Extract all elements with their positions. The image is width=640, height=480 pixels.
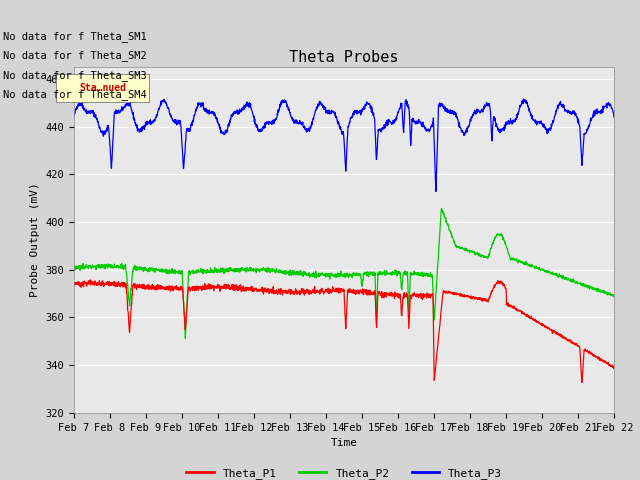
Theta_P3 xyxy=(496,128,504,133)
Theta_P3 xyxy=(97,129,105,134)
Theta_P3 xyxy=(70,114,77,120)
Theta_P2 xyxy=(333,272,340,277)
Theta_P1 xyxy=(70,283,77,288)
Theta_P2 xyxy=(182,336,189,341)
Text: No data for f Theta_SM3: No data for f Theta_SM3 xyxy=(3,70,147,81)
Theta_P2 xyxy=(97,263,105,269)
Title: Theta Probes: Theta Probes xyxy=(289,49,399,65)
Legend: Theta_P1, Theta_P2, Theta_P3: Theta_P1, Theta_P2, Theta_P3 xyxy=(181,464,507,480)
Theta_P2 xyxy=(319,272,326,277)
Theta_P2 xyxy=(438,205,445,211)
X-axis label: Time: Time xyxy=(330,438,358,448)
Theta_P1 xyxy=(611,364,618,370)
Theta_P1 xyxy=(496,279,504,285)
Theta_P2 xyxy=(595,288,603,293)
Text: No data for f Theta_SM1: No data for f Theta_SM1 xyxy=(3,31,147,42)
Theta_P1 xyxy=(87,277,95,283)
Line: Theta_P2: Theta_P2 xyxy=(74,208,614,338)
Line: Theta_P1: Theta_P1 xyxy=(74,280,614,383)
Theta_P1 xyxy=(98,282,106,288)
Theta_P2 xyxy=(496,232,504,238)
Theta_P3 xyxy=(611,115,618,121)
Y-axis label: Probe Output (mV): Probe Output (mV) xyxy=(29,182,40,298)
Theta_P1 xyxy=(595,354,603,360)
Text: No data for f Theta_SM2: No data for f Theta_SM2 xyxy=(3,50,147,61)
Theta_P3 xyxy=(318,102,326,108)
Theta_P3 xyxy=(595,109,603,115)
Theta_P1 xyxy=(333,286,340,291)
Theta_P1 xyxy=(578,380,586,385)
Text: Sta…nued: Sta…nued xyxy=(79,83,126,93)
Theta_P3 xyxy=(432,189,440,194)
Theta_P2 xyxy=(611,294,618,300)
Theta_P3 xyxy=(595,110,603,116)
Theta_P1 xyxy=(595,354,603,360)
Theta_P2 xyxy=(70,266,77,272)
Text: No data for f Theta_SM4: No data for f Theta_SM4 xyxy=(3,89,147,100)
Theta_P1 xyxy=(319,287,326,292)
Theta_P3 xyxy=(520,96,527,102)
Theta_P3 xyxy=(333,114,340,120)
Theta_P2 xyxy=(595,288,603,294)
Line: Theta_P3: Theta_P3 xyxy=(74,99,614,192)
